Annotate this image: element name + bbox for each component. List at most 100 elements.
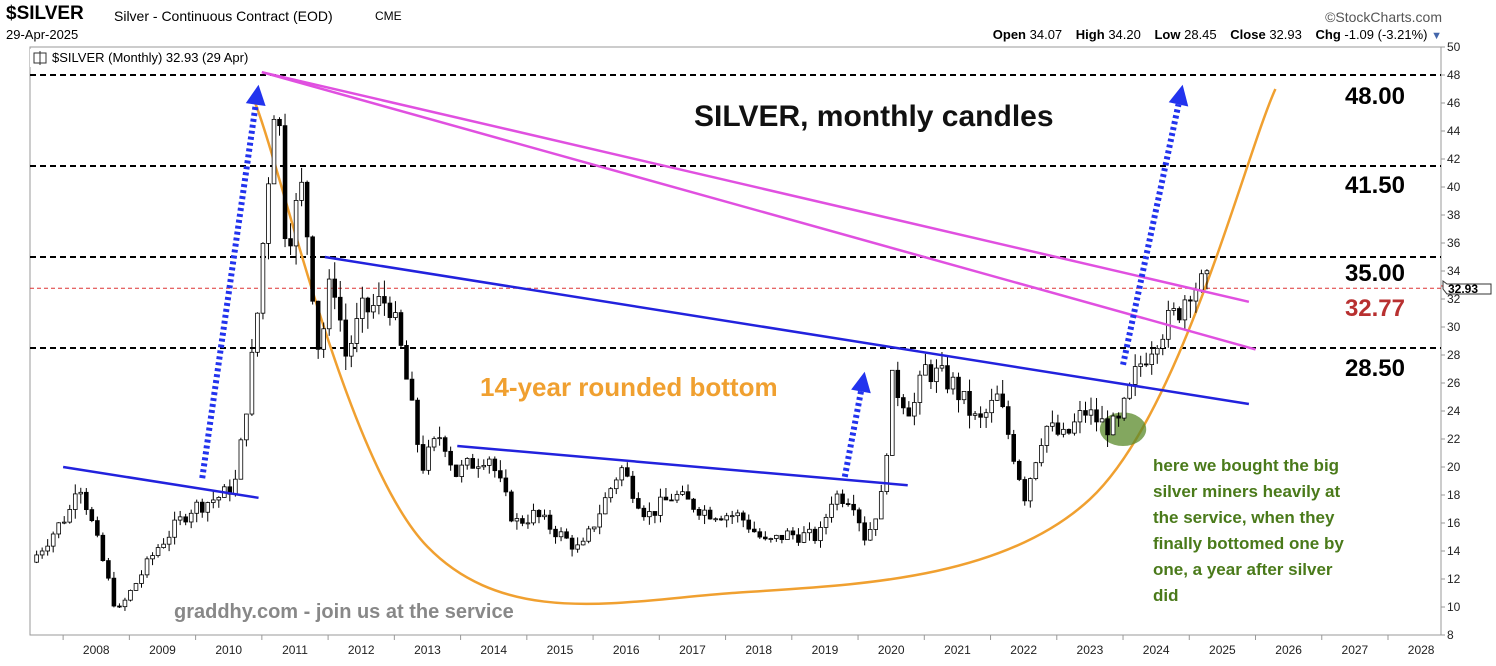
candle-body bbox=[448, 450, 453, 466]
candle-body bbox=[271, 118, 277, 185]
candle-body bbox=[89, 509, 95, 522]
candle-body bbox=[597, 513, 602, 528]
candle-body bbox=[205, 502, 211, 513]
candle-body bbox=[834, 493, 840, 505]
y-tick-label: 30 bbox=[1447, 320, 1461, 334]
candle-body bbox=[1182, 299, 1188, 321]
chevron-down-icon[interactable]: ▼ bbox=[1431, 30, 1442, 42]
y-tick-label: 18 bbox=[1447, 488, 1461, 502]
candle-body bbox=[194, 501, 199, 514]
candle-body bbox=[1149, 353, 1155, 365]
candle-body bbox=[619, 467, 625, 481]
candle-body bbox=[415, 399, 420, 445]
rounded-bottom-curve-path bbox=[254, 88, 1277, 606]
x-tick-label: 2013 bbox=[414, 643, 441, 657]
rounded-bottom-curve bbox=[254, 88, 1277, 606]
candle-body bbox=[961, 390, 967, 401]
level-labels: 48.00 41.50 35.00 32.77 28.50 bbox=[1345, 83, 1405, 382]
candle-body bbox=[282, 125, 288, 240]
candle-body bbox=[636, 498, 641, 509]
candle-body bbox=[1066, 428, 1072, 434]
candle-body bbox=[884, 455, 890, 492]
y-tick-label: 44 bbox=[1447, 124, 1461, 138]
y-tick-label: 10 bbox=[1447, 600, 1461, 614]
candle-body bbox=[155, 547, 161, 556]
candle-body bbox=[1105, 418, 1110, 436]
x-tick-label: 2021 bbox=[944, 643, 971, 657]
candle-body bbox=[95, 520, 100, 536]
candle-body bbox=[122, 599, 128, 608]
x-tick-label: 2018 bbox=[745, 643, 772, 657]
candle-body bbox=[917, 374, 923, 403]
plot-frame bbox=[29, 46, 1442, 636]
y-tick-label: 48 bbox=[1447, 68, 1461, 82]
candle-body bbox=[785, 530, 790, 540]
candle-body bbox=[856, 509, 862, 524]
candle-body bbox=[763, 536, 768, 540]
candle-body bbox=[1050, 422, 1055, 427]
candle-body bbox=[823, 516, 829, 528]
candle-body bbox=[509, 491, 514, 522]
candle-body bbox=[1110, 415, 1116, 436]
candle-body bbox=[288, 238, 293, 247]
y-tick-label: 50 bbox=[1447, 40, 1461, 54]
candle-body bbox=[608, 488, 614, 499]
candle-body bbox=[216, 497, 222, 501]
candle-body bbox=[72, 493, 78, 510]
candle-body bbox=[360, 297, 365, 319]
note-line: here we bought the big bbox=[1153, 456, 1339, 475]
price-tag-text: 32.93 bbox=[1448, 282, 1478, 296]
candle-body bbox=[464, 458, 470, 466]
candle-body bbox=[393, 312, 398, 318]
candle-body bbox=[299, 181, 304, 201]
candle-body bbox=[895, 369, 901, 398]
candle-body bbox=[696, 508, 702, 516]
candle-body bbox=[150, 555, 155, 560]
candle-body bbox=[1088, 409, 1094, 416]
candle-body bbox=[431, 438, 437, 448]
note-line: finally bottomed one by bbox=[1153, 534, 1344, 553]
arrow-shaft bbox=[199, 104, 259, 479]
note-line: the service, when they bbox=[1153, 508, 1335, 527]
candle-body bbox=[994, 393, 1000, 401]
x-tick-label: 2016 bbox=[613, 643, 640, 657]
level-label: 32.77 bbox=[1345, 295, 1405, 322]
candle-body bbox=[1099, 418, 1105, 423]
candle-body bbox=[1000, 393, 1005, 408]
candle-body bbox=[934, 367, 939, 383]
x-tick-label: 2020 bbox=[878, 643, 905, 657]
candle-body bbox=[128, 590, 133, 601]
level-label: 28.50 bbox=[1345, 355, 1405, 382]
candle-body bbox=[371, 305, 376, 313]
x-tick-label: 2028 bbox=[1408, 643, 1435, 657]
candle-body bbox=[1055, 422, 1061, 435]
candle-body bbox=[542, 514, 547, 518]
candle-body bbox=[470, 458, 476, 469]
level-label: 48.00 bbox=[1345, 83, 1405, 110]
candle-body bbox=[774, 534, 779, 539]
candle-body bbox=[840, 493, 845, 504]
candle-body bbox=[757, 531, 763, 538]
candle-body bbox=[906, 407, 912, 417]
candle-body bbox=[475, 466, 481, 469]
candle-body bbox=[862, 522, 867, 541]
candle-body bbox=[39, 550, 45, 556]
candle-body bbox=[453, 464, 459, 477]
candle-body bbox=[724, 515, 729, 521]
candle-body bbox=[315, 300, 321, 350]
ohlc-readout: Open 34.07 High 34.20 Low 28.45 Close 32… bbox=[993, 27, 1442, 42]
symbol-title: $SILVER bbox=[6, 3, 84, 24]
candle-body bbox=[591, 526, 597, 530]
candle-body bbox=[177, 516, 183, 521]
candle-body bbox=[326, 278, 332, 330]
candle-body bbox=[376, 296, 382, 306]
candle-body bbox=[382, 296, 387, 304]
y-tick-label: 40 bbox=[1447, 180, 1461, 194]
legend-text: $SILVER (Monthly) 32.93 (29 Apr) bbox=[52, 50, 248, 65]
candle-body bbox=[586, 528, 591, 542]
high-value: 34.20 bbox=[1108, 27, 1141, 42]
candle-body bbox=[956, 376, 961, 401]
candle-body bbox=[950, 376, 956, 390]
candle-body bbox=[525, 522, 531, 525]
